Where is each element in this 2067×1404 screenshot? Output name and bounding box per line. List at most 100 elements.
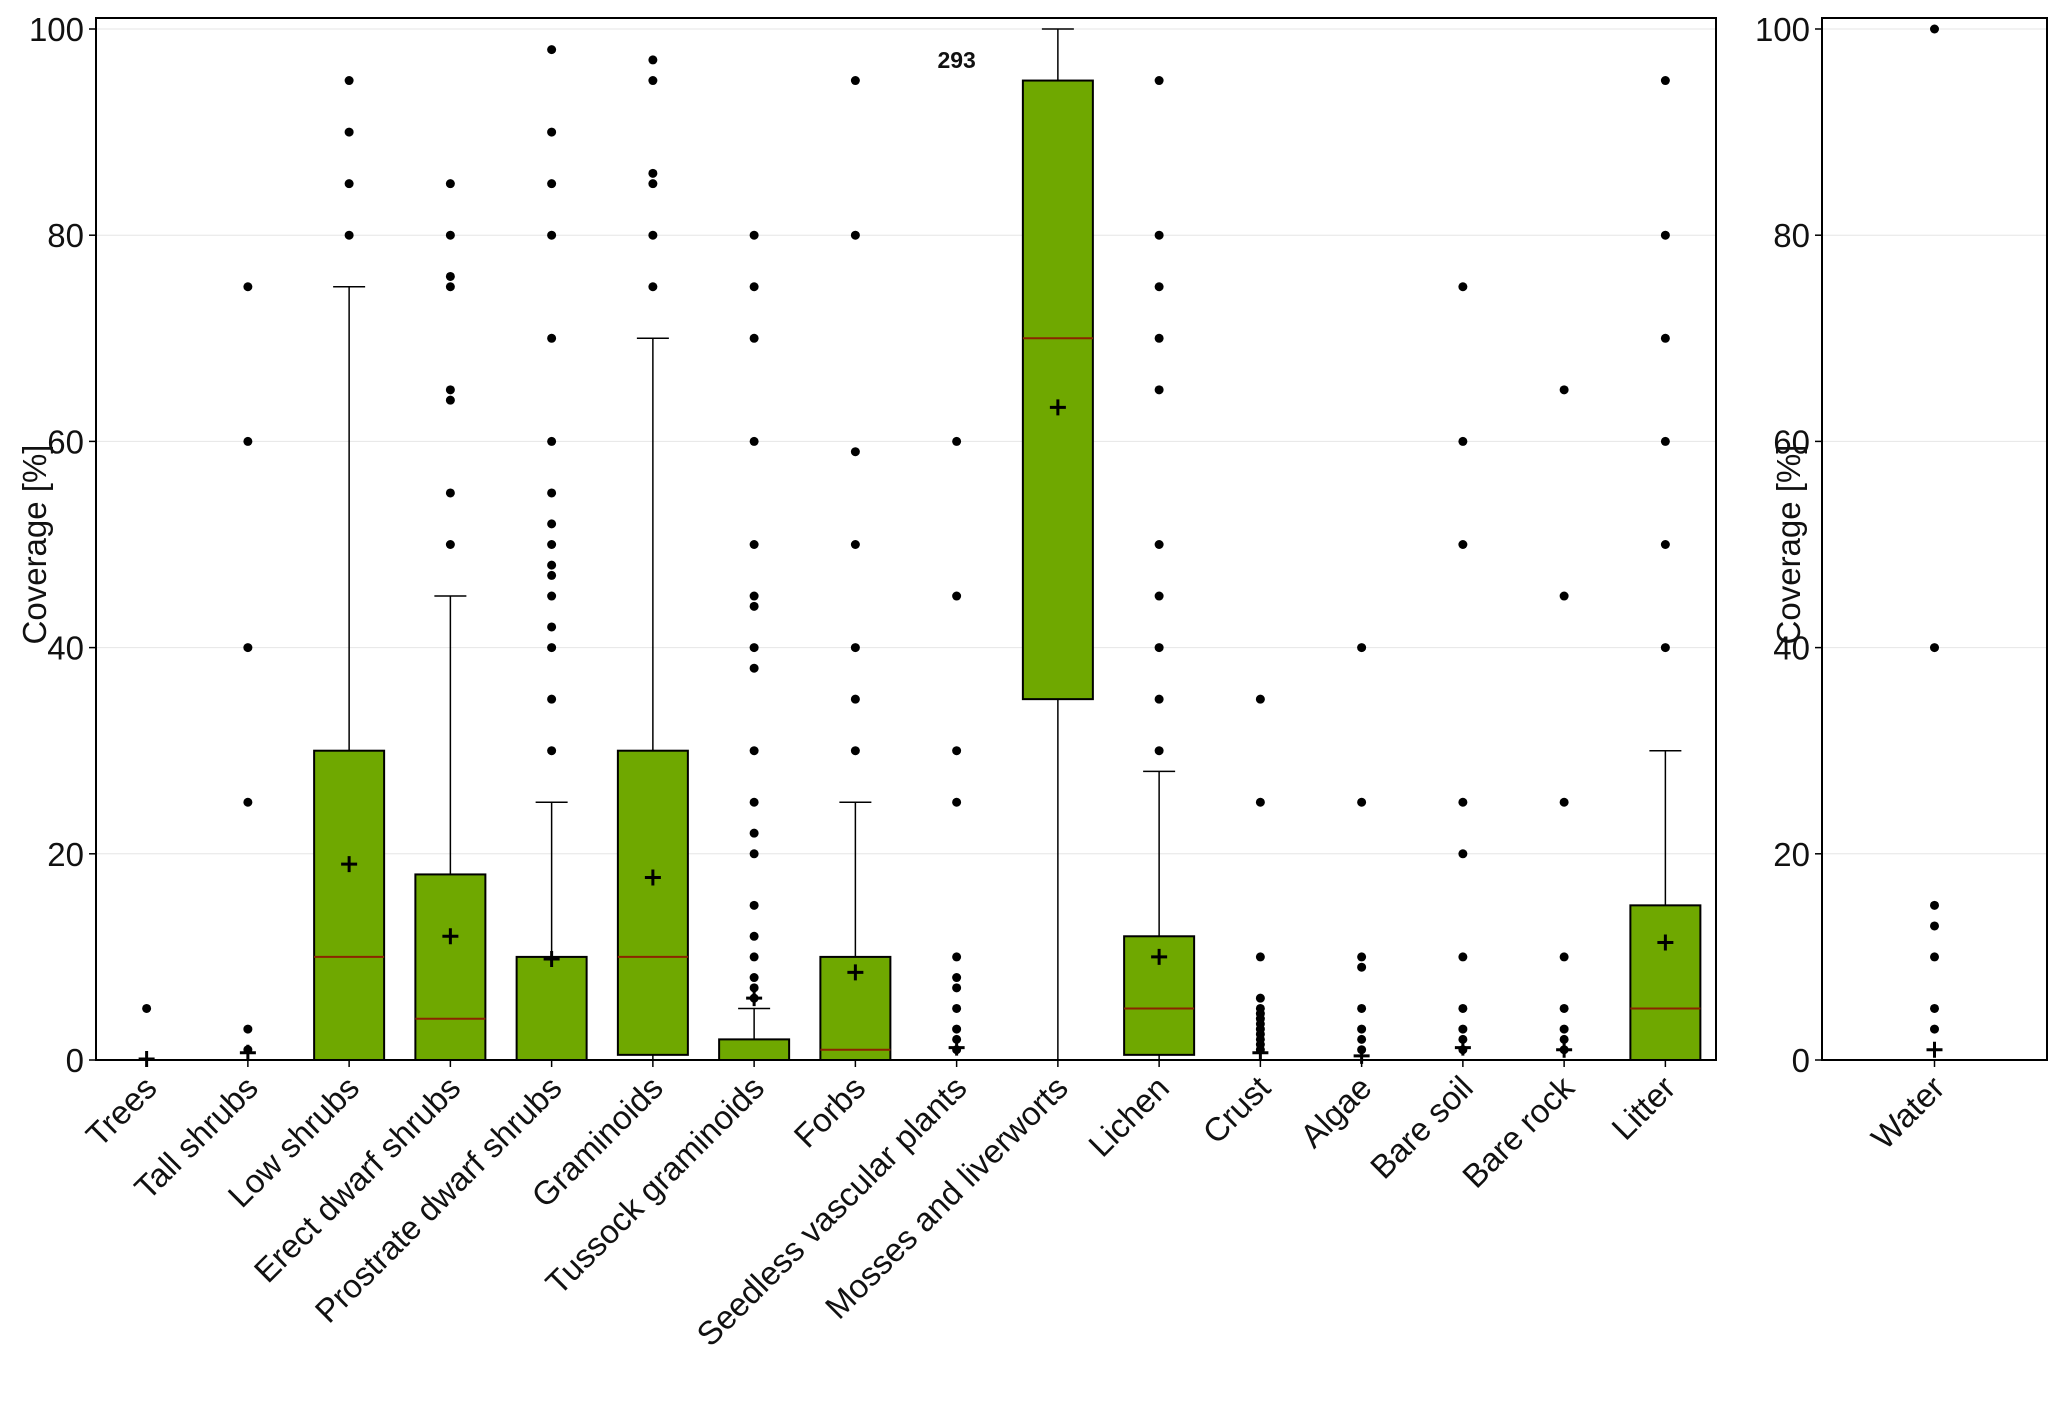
outlier-point: [1154, 591, 1164, 601]
outlier-point: [1930, 900, 1939, 910]
outlier-point: [344, 127, 354, 137]
outlier-point: [749, 900, 759, 910]
y-tick-label: 40: [1773, 630, 1810, 667]
outlier-point: [445, 282, 455, 292]
outlier-point: [547, 436, 557, 446]
outlier-point: [1458, 436, 1468, 446]
outlier-point: [648, 55, 658, 65]
outlier-point: [547, 127, 557, 137]
y-tick-label: 20: [47, 836, 84, 873]
annotation-label: 293: [937, 47, 975, 73]
outlier-point: [952, 1034, 962, 1044]
outlier-point: [547, 570, 557, 580]
x-category-label: Lichen: [1081, 1069, 1176, 1164]
box-body: [515, 955, 588, 1062]
outlier-point: [243, 1024, 253, 1034]
outlier-point: [749, 952, 759, 962]
outlier-point: [1559, 1024, 1569, 1034]
outlier-point: [1660, 436, 1670, 446]
outlier-point: [1559, 952, 1569, 962]
y-tick-label: 40: [47, 630, 84, 667]
y-tick-label: 60: [1773, 423, 1810, 460]
outlier-point: [243, 797, 253, 807]
outlier-point: [749, 973, 759, 983]
outlier-point: [1559, 385, 1569, 395]
y-tick-label: 20: [1773, 836, 1810, 873]
box-mosses-and-liverworts: [1021, 28, 1094, 1060]
box-erect-dwarf-shrubs: [414, 179, 487, 1061]
outlier-point: [1660, 230, 1670, 240]
outlier-point: [850, 540, 860, 549]
y-tick-label: 0: [66, 1042, 84, 1079]
outlier-point: [648, 230, 658, 240]
box-tussock-graminoids: [718, 230, 791, 1062]
outlier-point: [749, 849, 759, 859]
outlier-point: [1154, 230, 1164, 240]
outlier-point: [749, 797, 759, 807]
outlier-point: [952, 973, 962, 983]
outlier-point: [344, 230, 354, 240]
outlier-point: [1154, 385, 1164, 395]
box-body: [616, 749, 689, 1056]
outlier-point: [749, 436, 759, 446]
mean-marker: [847, 964, 864, 981]
outlier-point: [1357, 962, 1367, 972]
outlier-point: [952, 436, 962, 446]
outlier-point: [445, 395, 455, 405]
outlier-point: [547, 622, 557, 632]
plot-frame: [1821, 17, 2048, 1061]
outlier-point: [1357, 1003, 1367, 1013]
outlier-point: [1559, 591, 1569, 601]
mean-marker: [1926, 1041, 1943, 1058]
outlier-point: [445, 271, 455, 281]
box-prostrate-dwarf-shrubs: [515, 45, 588, 1062]
outlier-point: [1930, 952, 1939, 962]
y-tick-label: 100: [29, 11, 84, 48]
box-algae: [1353, 643, 1370, 1064]
outlier-point: [1930, 1003, 1939, 1013]
y-axis-title: Coverage [%]: [16, 445, 53, 645]
mean-marker: [1657, 934, 1674, 951]
outlier-point: [1357, 797, 1367, 807]
outlier-point: [952, 952, 962, 962]
outlier-point: [850, 447, 860, 457]
outlier-point: [749, 333, 759, 343]
mean-marker: [1049, 399, 1066, 416]
outlier-point: [749, 828, 759, 838]
outlier-point: [952, 746, 962, 756]
box-bare-rock: [1556, 385, 1573, 1058]
x-category-label: Water: [1864, 1069, 1952, 1157]
outlier-point: [547, 746, 557, 756]
box-litter: [1629, 76, 1702, 1061]
outlier-point: [1357, 952, 1367, 962]
box-graminoids: [616, 55, 689, 1060]
outlier-point: [952, 1024, 962, 1034]
mean-marker: [1252, 1044, 1269, 1061]
outlier-point: [445, 230, 455, 240]
mean-marker: [746, 990, 763, 1007]
outlier-point: [749, 931, 759, 941]
outlier-point: [749, 282, 759, 292]
y-tick-label: 100: [1755, 11, 1810, 48]
outlier-point: [243, 643, 253, 653]
outlier-point: [1458, 1003, 1468, 1013]
outlier-point: [749, 663, 759, 673]
outlier-point: [1660, 76, 1670, 86]
outlier-point: [749, 540, 759, 549]
outlier-point: [1559, 797, 1569, 807]
outlier-point: [1458, 952, 1468, 962]
y-tick-label: 60: [47, 423, 84, 460]
outlier-point: [749, 746, 759, 756]
outlier-point: [1930, 643, 1939, 653]
y-tick-label: 80: [1773, 217, 1810, 254]
panel-2: 0 20 40 60 80 100 Coverage [%] Water: [1755, 11, 2048, 1157]
box-water: [1926, 24, 1943, 1058]
outlier-point: [1458, 282, 1468, 292]
outlier-point: [1930, 1024, 1939, 1034]
outlier-point: [445, 488, 455, 498]
box-trees: [138, 1003, 155, 1067]
outlier-point: [952, 1003, 962, 1013]
outlier-point: [1154, 694, 1164, 704]
box-crust: [1252, 694, 1269, 1061]
outlier-point: [749, 601, 759, 611]
